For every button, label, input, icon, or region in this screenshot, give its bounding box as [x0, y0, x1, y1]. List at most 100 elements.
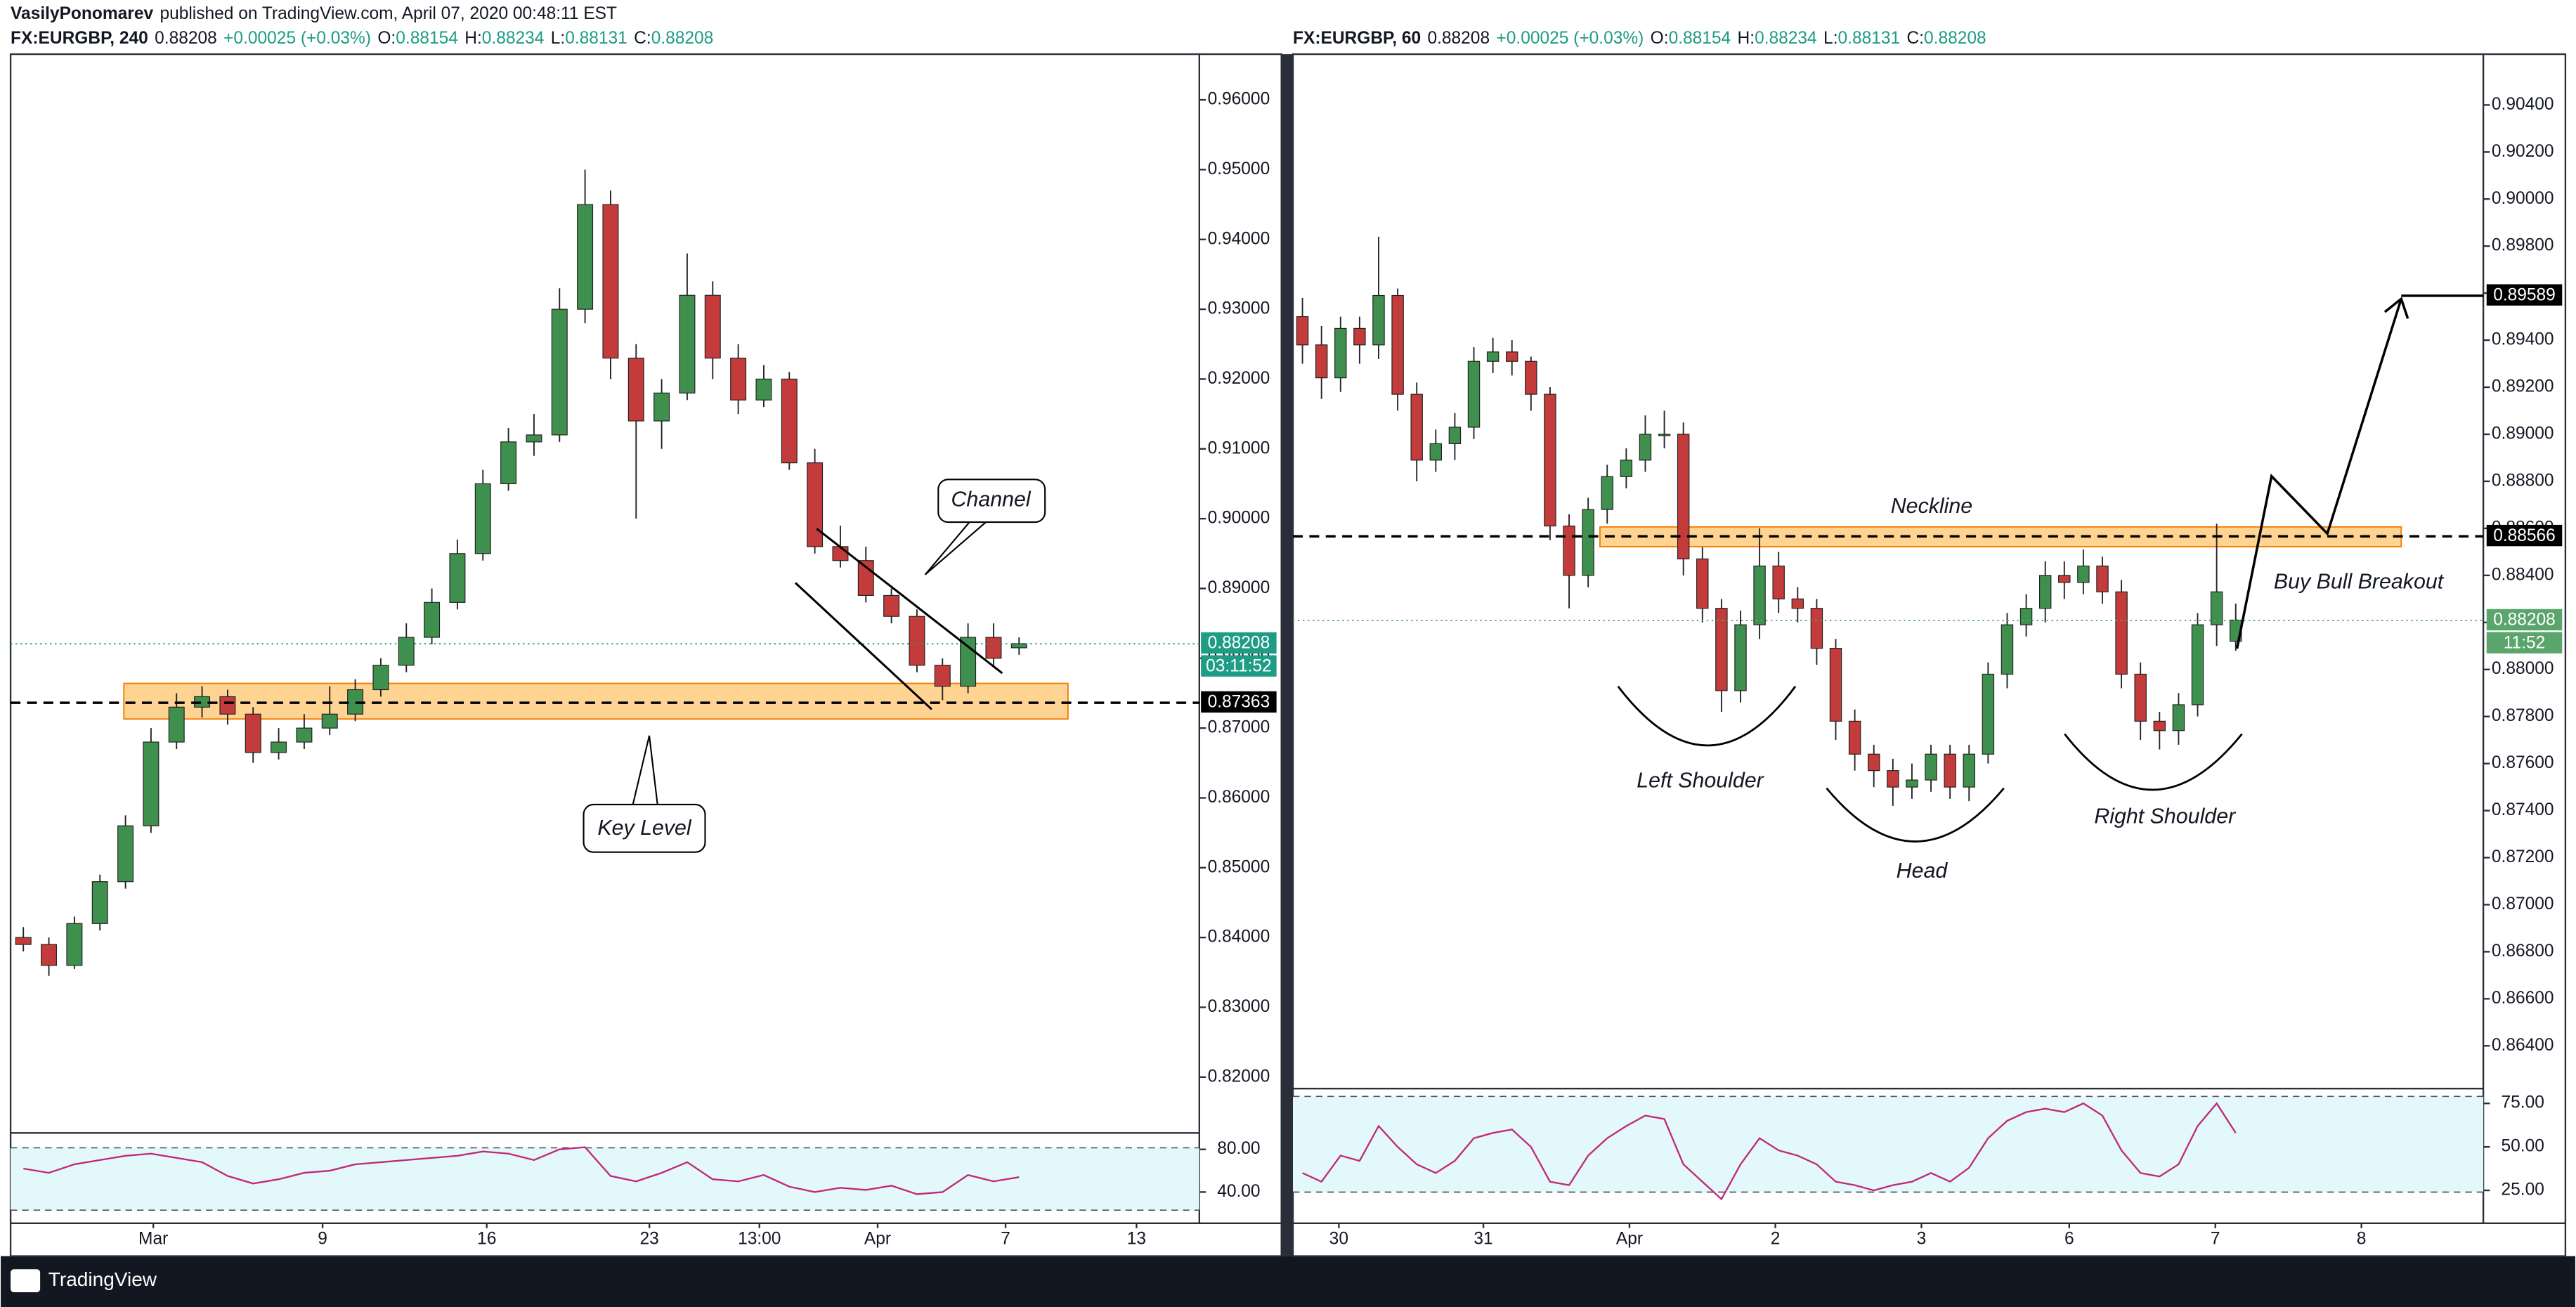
- y-tick-label: 0.88800: [2492, 471, 2554, 490]
- candle-body: [449, 553, 466, 603]
- candle-body: [1734, 624, 1747, 691]
- chart-header: FX:EURGBP, 60 0.88208 +0.00025 (+0.03%) O:0…: [1293, 30, 1986, 48]
- annotation: Right Shoulder: [2094, 805, 2237, 828]
- rsi-band-fill: [1293, 1096, 2484, 1192]
- ohlc-value: 0.88234: [1755, 30, 1817, 48]
- candle-body: [372, 665, 389, 691]
- y-tick-label: 0.87000: [2492, 895, 2554, 913]
- countdown-label: 03:11:52: [1206, 656, 1272, 675]
- candle-body: [781, 378, 798, 464]
- candle-body: [500, 441, 517, 485]
- candle-body: [2191, 624, 2204, 705]
- rsi-band-fill: [11, 1147, 1199, 1211]
- candle-body: [424, 602, 441, 638]
- candle-body: [1582, 509, 1594, 576]
- candle-body: [1639, 434, 1652, 461]
- change: +0.00025 (+0.03%): [223, 30, 371, 48]
- candle-body: [1772, 565, 1785, 599]
- candle-body: [1829, 648, 1842, 722]
- candle-body: [321, 713, 338, 729]
- candle-body: [1525, 360, 1537, 395]
- annotation: Channel: [951, 488, 1032, 512]
- annotation: Neckline: [1891, 495, 1972, 518]
- candle-body: [1925, 753, 1937, 781]
- y-tick-label: 0.89000: [2492, 424, 2554, 443]
- candle-body: [2153, 720, 2166, 731]
- rsi-line: [23, 1146, 1020, 1195]
- candle-body: [1944, 753, 1956, 788]
- candle-body: [41, 944, 58, 966]
- logo: [11, 1269, 41, 1292]
- y-tick-label: 0.86000: [1208, 788, 1270, 807]
- y-tick-label: 0.86800: [2492, 942, 2554, 961]
- y-tick-label: 0.90400: [2492, 95, 2554, 114]
- footer-bar: [1, 1256, 2575, 1307]
- rsi-tick-label: 25.00: [2502, 1181, 2544, 1199]
- ohlc-key: C:: [1906, 30, 1924, 48]
- y-tick-label: 0.87200: [2492, 847, 2554, 866]
- candle-body: [1563, 525, 1575, 576]
- candle-body: [117, 825, 134, 883]
- annotation: Left Shoulder: [1637, 769, 1764, 792]
- y-tick-label: 0.90000: [1208, 509, 1270, 528]
- y-tick-label: 0.90000: [2492, 189, 2554, 208]
- candle-body: [1658, 434, 1671, 436]
- x-tick-label: Mar: [138, 1230, 168, 1249]
- candle-body: [15, 937, 32, 945]
- candle-body: [398, 637, 415, 666]
- candle-body: [2077, 565, 2090, 583]
- last-price-tag: [2486, 609, 2563, 631]
- y-tick-label: 0.87800: [2492, 706, 2554, 725]
- candle-body: [66, 923, 83, 966]
- candle-body: [91, 881, 108, 924]
- x-tick-label: 13:00: [738, 1230, 781, 1249]
- ohlc-key: H:: [464, 30, 482, 48]
- y-tick-label: 0.86400: [2492, 1036, 2554, 1055]
- candle-body: [577, 204, 594, 310]
- x-tick-label: 8: [2357, 1230, 2367, 1249]
- candle-body: [551, 308, 568, 436]
- y-tick-label: 0.88000: [2492, 659, 2554, 678]
- level-tag: [1201, 691, 1277, 713]
- ohlc-value: 0.88154: [396, 30, 458, 48]
- y-tick-label: 0.85000: [1208, 857, 1270, 876]
- ohlc-key: L:: [1823, 30, 1837, 48]
- candle-body: [704, 294, 721, 359]
- last-price-label: 0.88208: [1208, 634, 1270, 653]
- candle-body: [168, 706, 185, 743]
- candle-body: [909, 616, 925, 666]
- logo-mark: [11, 1269, 41, 1292]
- y-tick-label: 0.94000: [1208, 229, 1270, 248]
- candle-body: [730, 358, 747, 401]
- x-tick-label: 7: [2211, 1230, 2220, 1249]
- candle-body: [2172, 704, 2185, 731]
- x-tick-label: 30: [1329, 1230, 1348, 1249]
- candle-body: [627, 358, 644, 422]
- chart-header: FX:EURGBP, 240 0.88208 +0.00025 (+0.03%) O:…: [11, 30, 713, 48]
- candle-body: [1887, 770, 1899, 788]
- candle-body: [2096, 565, 2109, 592]
- y-tick-label: 0.91000: [1208, 438, 1270, 457]
- panel-frame: [9, 53, 1282, 1257]
- ohlc-value: 0.88131: [1838, 30, 1901, 48]
- candle-body: [1848, 720, 1861, 755]
- last-value: 0.88208: [155, 30, 217, 48]
- callout-box: [937, 479, 1046, 524]
- candle-body: [143, 741, 160, 826]
- y-tick-label: 0.89800: [2492, 236, 2554, 255]
- x-tick-label: 31: [1474, 1230, 1492, 1249]
- candle-body: [1544, 394, 1556, 527]
- x-tick-label: 3: [1917, 1230, 1927, 1249]
- candle-body: [2058, 575, 2071, 583]
- candle-body: [271, 741, 287, 753]
- x-tick-label: 16: [477, 1230, 496, 1249]
- candle-body: [1486, 351, 1500, 362]
- candle-body: [985, 637, 1002, 659]
- x-tick-label: 13: [1127, 1230, 1146, 1249]
- y-tick-label: 0.87000: [1208, 718, 1270, 737]
- ohlc-value: 0.88154: [1669, 30, 1731, 48]
- candle-body: [1334, 327, 1347, 379]
- pattern-arc: [1617, 685, 1797, 747]
- ohlc-value: 0.88208: [1924, 30, 1986, 48]
- callout-box: [583, 803, 706, 853]
